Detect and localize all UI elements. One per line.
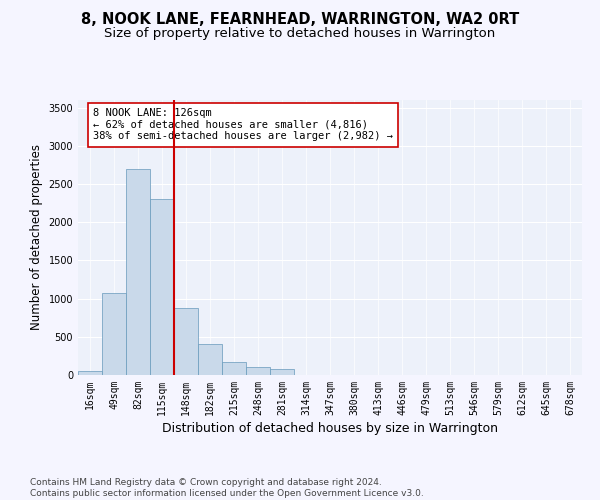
Bar xyxy=(102,293,126,375)
X-axis label: Distribution of detached houses by size in Warrington: Distribution of detached houses by size … xyxy=(162,422,498,435)
Text: Contains HM Land Registry data © Crown copyright and database right 2024.
Contai: Contains HM Land Registry data © Crown c… xyxy=(30,478,424,498)
Bar xyxy=(150,198,174,375)
Y-axis label: Number of detached properties: Number of detached properties xyxy=(30,144,43,330)
Bar xyxy=(78,371,102,375)
Bar xyxy=(246,367,270,375)
Bar xyxy=(126,169,150,375)
Bar xyxy=(270,369,294,375)
Text: 8, NOOK LANE, FEARNHEAD, WARRINGTON, WA2 0RT: 8, NOOK LANE, FEARNHEAD, WARRINGTON, WA2… xyxy=(81,12,519,28)
Text: 8 NOOK LANE: 126sqm
← 62% of detached houses are smaller (4,816)
38% of semi-det: 8 NOOK LANE: 126sqm ← 62% of detached ho… xyxy=(93,108,393,142)
Bar xyxy=(222,362,246,375)
Bar xyxy=(198,344,222,375)
Text: Size of property relative to detached houses in Warrington: Size of property relative to detached ho… xyxy=(104,28,496,40)
Bar xyxy=(174,308,198,375)
